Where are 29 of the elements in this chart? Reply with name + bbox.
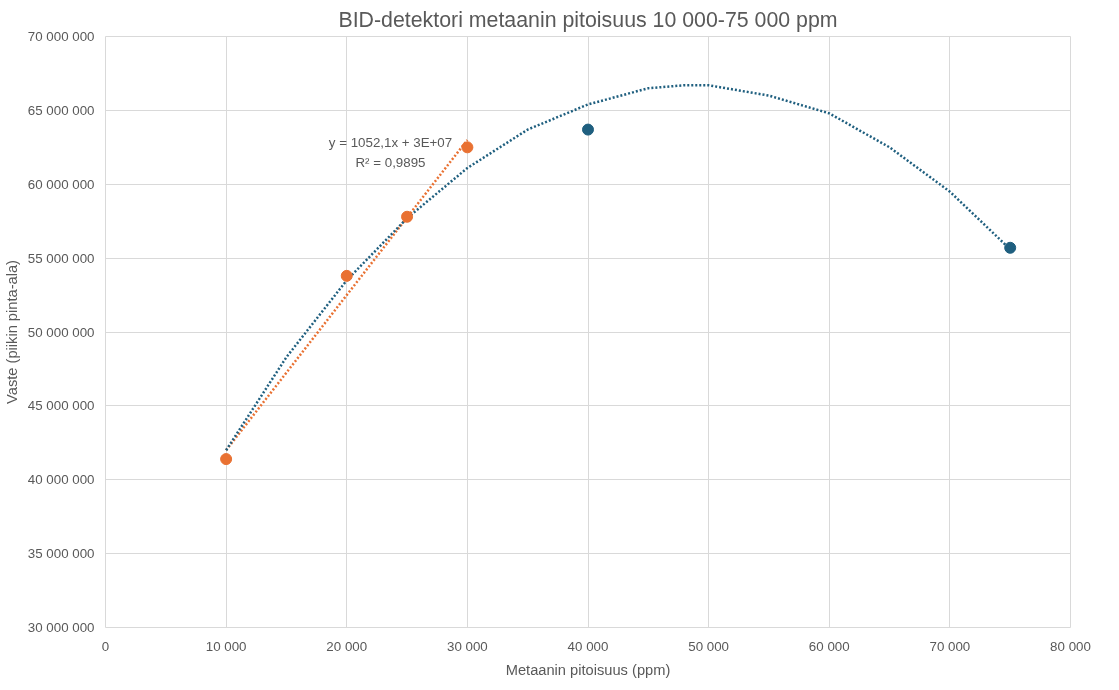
chart-title: BID-detektori metaanin pitoisuus 10 000-75 000 ppm	[338, 7, 838, 32]
x-axis-title: Metaanin pitoisuus (ppm)	[505, 661, 671, 678]
point	[582, 123, 594, 136]
x-tick-label: 10 000	[205, 638, 247, 654]
x-tick-label: 70 000	[929, 638, 971, 654]
y-tick-label: 40 000 000	[27, 472, 95, 488]
y-tick-label: 30 000 000	[27, 620, 95, 635]
y-tick-label: 55 000 000	[27, 250, 95, 266]
x-tick-label: 40 000	[567, 638, 609, 654]
point	[220, 453, 233, 466]
point	[340, 269, 353, 282]
y-tick-label: 60 000 000	[27, 176, 95, 192]
y-tick-label: 65 000 000	[27, 102, 95, 118]
x-tick-label: 80 000	[1050, 638, 1091, 654]
x-tick-label: 0	[101, 638, 110, 654]
x-tick-label: 20 000	[326, 638, 368, 654]
x-tick-label: 30 000	[446, 638, 488, 654]
point	[401, 210, 414, 223]
y-tick-label: 70 000 000	[27, 29, 95, 44]
y-tick-label: 45 000 000	[27, 398, 95, 414]
y-axis-title: Vaste (piikin pinta-ala)	[3, 260, 20, 404]
x-tick-label: 60 000	[808, 638, 850, 654]
point	[1004, 241, 1017, 254]
y-tick-label: 50 000 000	[27, 324, 95, 340]
annotation: y = 1052,1x + 3E+07	[328, 134, 453, 150]
x-tick-label: 50 000	[688, 638, 730, 654]
point	[461, 141, 474, 154]
y-tick-label: 35 000 000	[27, 546, 95, 562]
annotation: R² = 0,9895	[355, 154, 426, 170]
